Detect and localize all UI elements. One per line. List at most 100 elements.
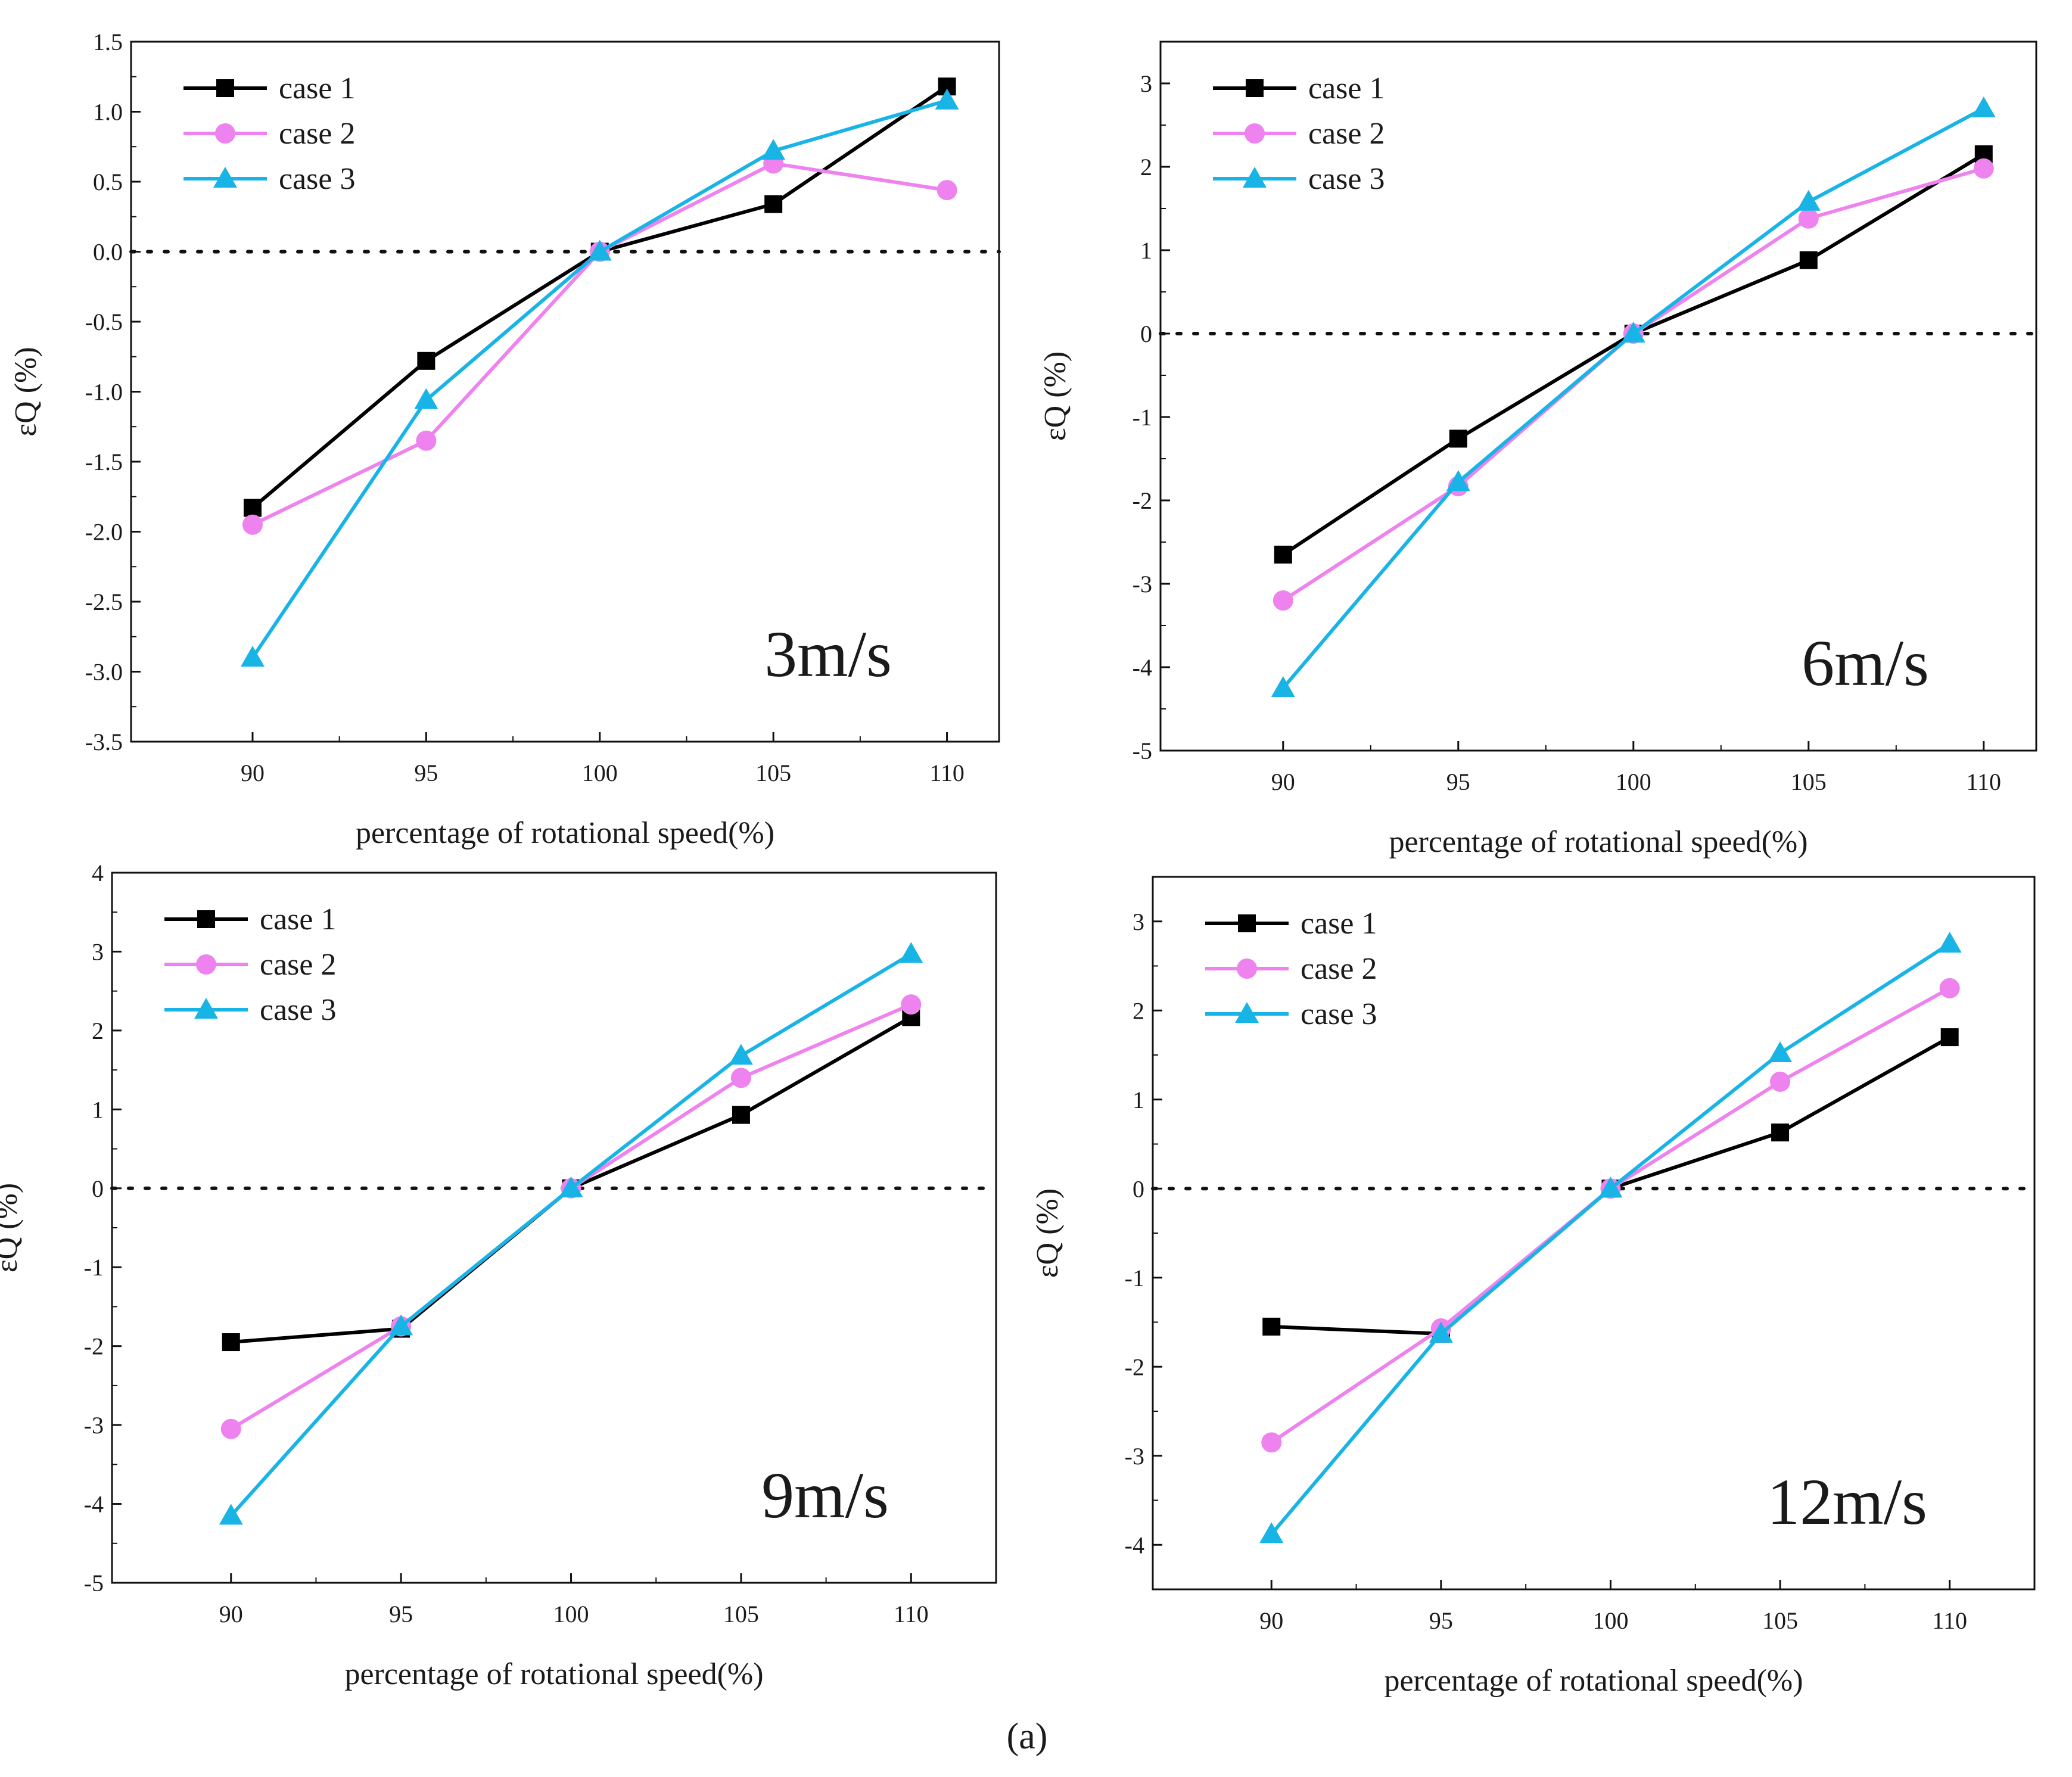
legend: case 1 case 2 case 3: [1213, 71, 1385, 196]
y-tick-label: 1: [1133, 1087, 1144, 1113]
legend-marker: [1246, 79, 1264, 97]
data-point: [1262, 1317, 1281, 1336]
data-point: [416, 430, 437, 451]
x-tick-label: 110: [1932, 1607, 1967, 1634]
data-point: [729, 1044, 753, 1065]
legend-label: case 3: [279, 162, 355, 196]
y-tick-label: 1.5: [93, 29, 123, 55]
legend-marker: [1237, 958, 1257, 979]
x-tick-label: 90: [1271, 768, 1295, 795]
x-tick-label: 110: [1967, 768, 2002, 795]
y-tick-label: -4: [1133, 654, 1152, 681]
y-tick-label: -5: [84, 1570, 104, 1597]
data-point: [901, 994, 922, 1015]
data-point: [1770, 1071, 1791, 1092]
y-tick-label: 3: [92, 938, 104, 965]
data-point: [732, 1106, 750, 1124]
data-point: [240, 646, 265, 667]
data-point: [1274, 546, 1292, 564]
data-point: [1971, 97, 1996, 117]
x-tick-label: 110: [894, 1601, 929, 1627]
data-point: [222, 1333, 240, 1352]
y-axis-title: εQ (%): [1038, 351, 1072, 441]
data-point: [764, 195, 783, 213]
legend-label: case 3: [1308, 162, 1385, 196]
panel-annotation: 6m/s: [1802, 627, 1929, 699]
legend-label: case 1: [279, 71, 355, 105]
data-point: [220, 1418, 241, 1439]
data-point: [1271, 676, 1295, 697]
x-tick-label: 100: [1616, 768, 1651, 795]
y-tick-label: 3: [1140, 70, 1152, 97]
y-tick-label: 0.5: [93, 169, 123, 195]
legend-label: case 3: [260, 993, 336, 1027]
series-case-3: [1271, 97, 1996, 697]
data-point: [1598, 1177, 1623, 1198]
data-point: [1973, 158, 1994, 179]
legend: case 1 case 2 case 3: [164, 902, 336, 1027]
data-point: [1449, 430, 1467, 448]
data-point: [389, 1314, 413, 1336]
y-tick-label: 1: [92, 1096, 104, 1123]
y-tick-label: -1.5: [85, 449, 123, 475]
legend-label: case 1: [1301, 907, 1377, 941]
data-point: [1621, 322, 1645, 343]
data-point: [1940, 1028, 1959, 1047]
data-point: [243, 499, 262, 517]
data-point: [1771, 1124, 1790, 1142]
legend-label: case 1: [260, 902, 336, 936]
y-tick-label: 2: [92, 1017, 104, 1044]
y-axis-title: εQ (%): [0, 1183, 24, 1272]
legend-marker: [196, 954, 216, 975]
data-point: [1937, 932, 1962, 953]
panel-annotation: 3m/s: [764, 618, 892, 690]
y-tick-label: -5: [1133, 737, 1152, 764]
legend-label: case 2: [1308, 117, 1385, 151]
data-point: [1261, 1432, 1282, 1453]
legend-marker: [216, 79, 234, 97]
legend-label: case 3: [1301, 997, 1377, 1031]
data-point: [1798, 208, 1819, 229]
series-case-3: [219, 942, 923, 1525]
x-tick-label: 95: [389, 1601, 413, 1627]
legend-marker: [1238, 914, 1256, 932]
series-case-3: [1259, 932, 1962, 1543]
data-point: [937, 180, 957, 201]
legend-marker: [1243, 167, 1267, 188]
y-tick-label: -1: [1133, 404, 1152, 431]
x-tick-label: 105: [1791, 768, 1827, 795]
x-tick-label: 110: [929, 760, 965, 786]
y-tick-label: -4: [84, 1491, 104, 1518]
y-tick-label: -3: [84, 1412, 104, 1439]
y-tick-label: -0.5: [85, 309, 123, 335]
legend-label: case 2: [1301, 952, 1377, 986]
y-tick-label: -1: [84, 1254, 104, 1281]
data-point: [730, 1068, 751, 1088]
data-point: [587, 239, 612, 261]
y-tick-label: -2: [1133, 487, 1152, 514]
y-tick-label: -3.0: [85, 659, 123, 686]
legend-label: case 2: [260, 948, 336, 982]
data-point: [559, 1176, 583, 1197]
y-tick-label: -3.5: [85, 729, 123, 755]
legend-label: case 2: [279, 117, 355, 151]
y-tick-label: -3: [1133, 571, 1152, 597]
data-point: [242, 514, 263, 535]
y-tick-label: 1.0: [93, 99, 123, 126]
x-tick-label: 105: [1762, 1607, 1798, 1634]
x-axis-title: percentage of rotational speed(%): [356, 816, 774, 850]
data-point: [1259, 1522, 1284, 1543]
x-tick-label: 100: [582, 760, 618, 786]
x-axis-title: percentage of rotational speed(%): [1389, 825, 1807, 859]
x-tick-label: 100: [553, 1601, 589, 1627]
series-case-3: [240, 88, 959, 667]
chart-panel-9m-per-s: -5 -4 -3 -2 -1 0 1 2 3 4 90 95 100 105 110 case 1 case 2…: [0, 860, 998, 1691]
legend: case 1 case 2 case 3: [1205, 907, 1377, 1031]
y-tick-label: -2.5: [85, 589, 123, 615]
y-tick-label: 0: [1140, 320, 1152, 347]
y-axis-title: εQ (%): [9, 347, 43, 436]
x-tick-label: 90: [241, 760, 265, 786]
y-tick-label: 0.0: [93, 239, 123, 266]
